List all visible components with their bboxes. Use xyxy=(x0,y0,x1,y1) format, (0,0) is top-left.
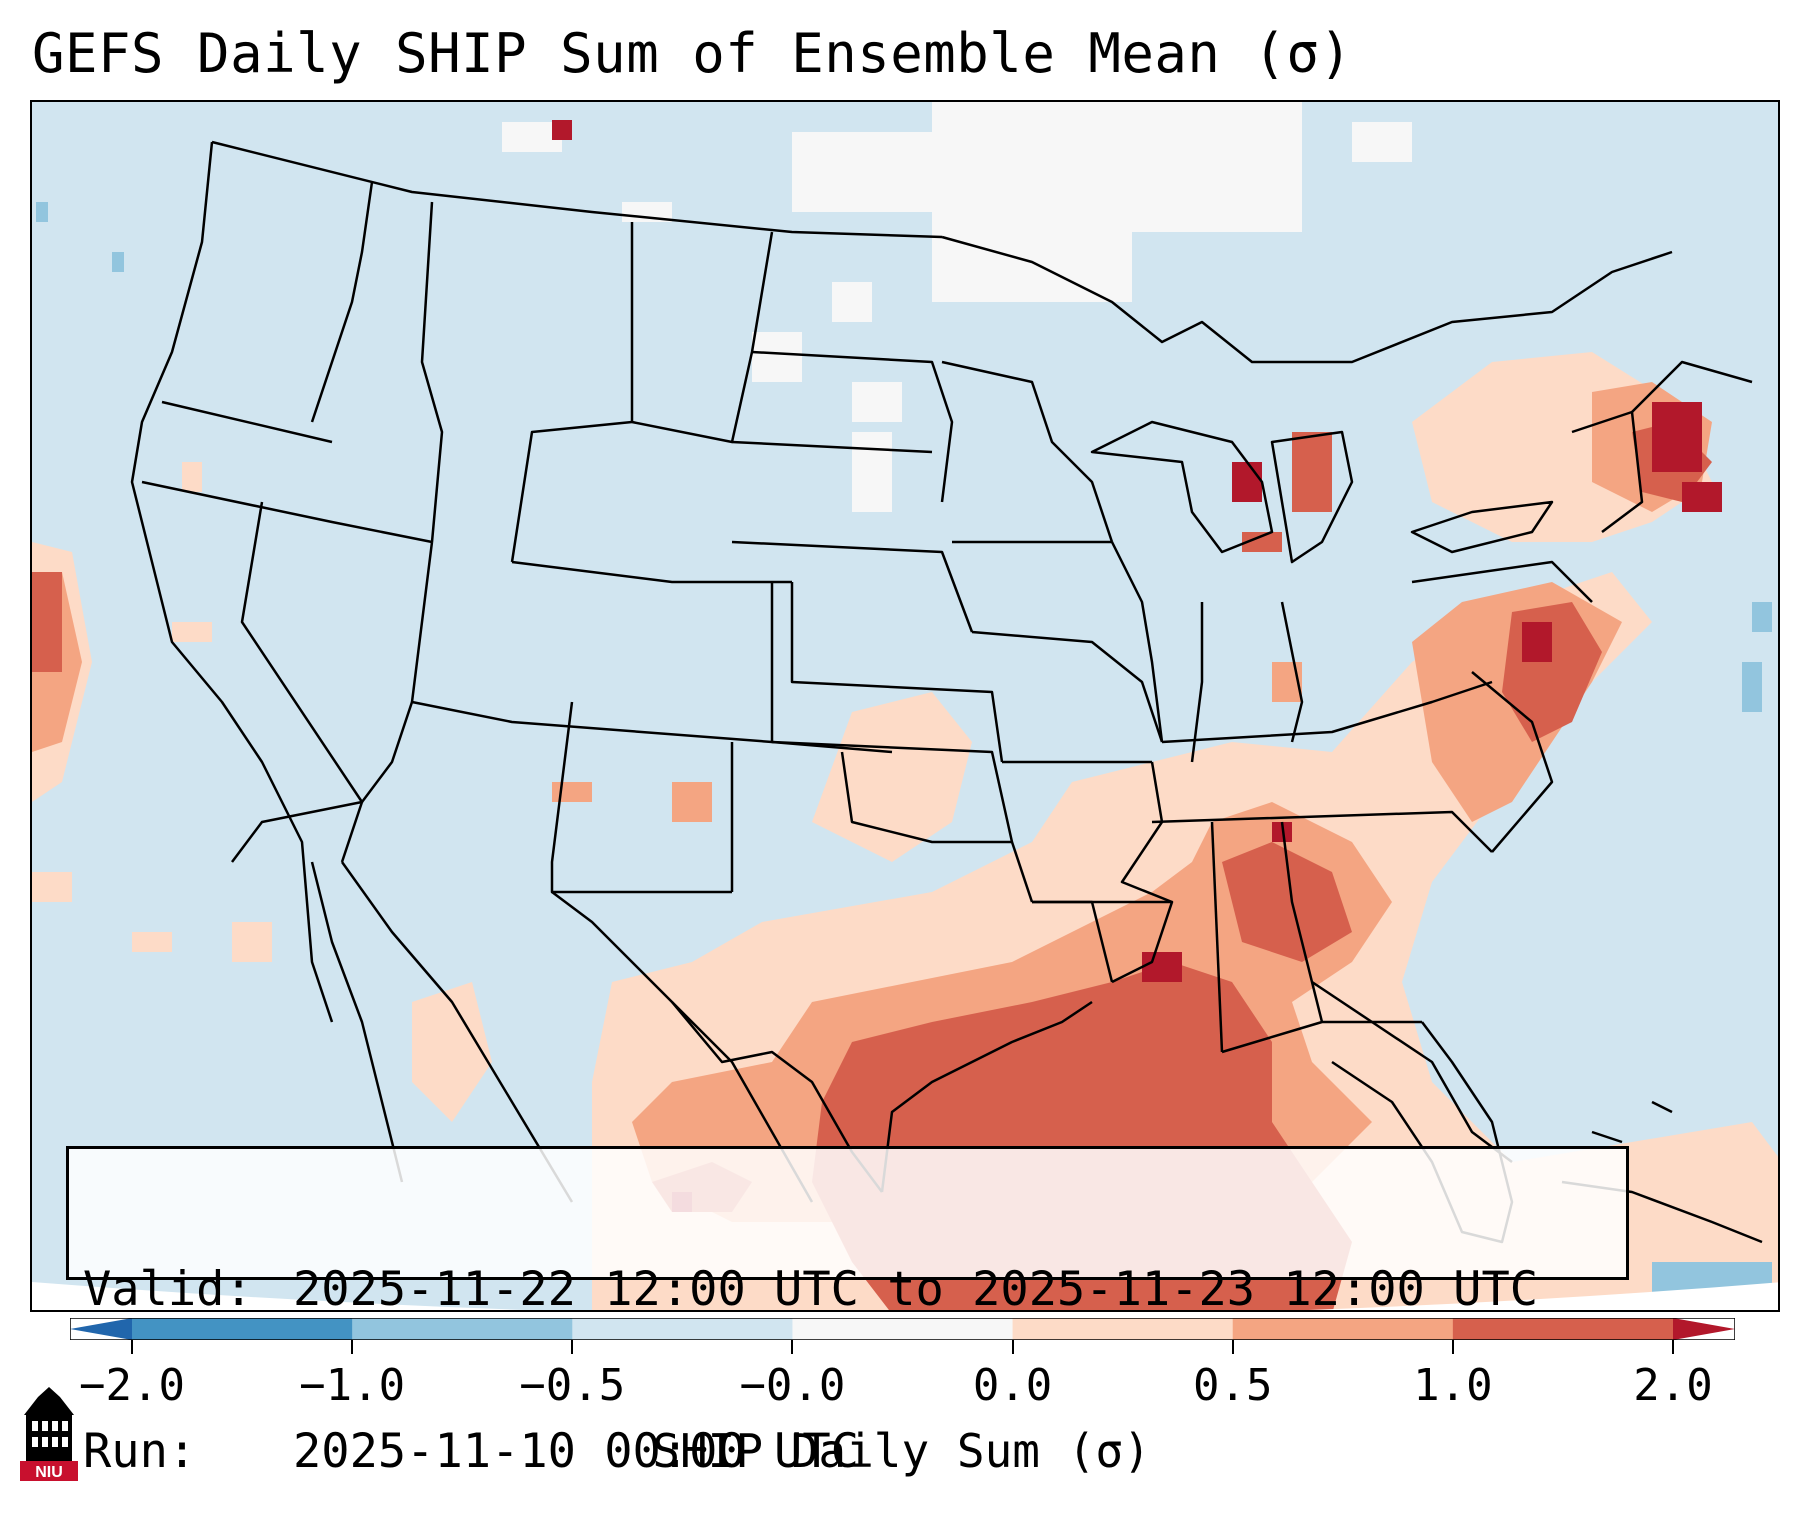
colorbar-tick-label: 0.5 xyxy=(1192,1360,1273,1411)
run-value: 2025-11-10 00:00 UTC xyxy=(293,1424,859,1479)
colorbar-tick-label: 2.0 xyxy=(1633,1360,1713,1411)
colorbar-segment xyxy=(352,1318,573,1340)
colorbar-segment xyxy=(1012,1318,1234,1340)
colorbar-tick xyxy=(1011,1340,1014,1354)
colorbar-tick-label: −1.0 xyxy=(299,1360,406,1411)
colorbar-extend-low xyxy=(70,1318,132,1340)
colorbar-segment xyxy=(572,1318,793,1340)
ship-anomaly-map xyxy=(32,102,1778,1310)
valid-value: 2025-11-22 12:00 UTC to 2025-11-23 12:00… xyxy=(293,1262,1539,1317)
colorbar-tick-label: −2.0 xyxy=(79,1360,185,1411)
colorbar-extend-high xyxy=(1673,1318,1735,1340)
colorbar-title: SHIP Daily Sum (σ) xyxy=(652,1424,1151,1478)
run-label: Run: xyxy=(83,1424,197,1479)
colorbar-tick-label: −0.0 xyxy=(739,1360,846,1411)
colorbar-segment xyxy=(1452,1318,1674,1340)
colorbar-tick xyxy=(1231,1340,1234,1354)
logo-text: NIU xyxy=(35,1464,63,1481)
colorbar-tick xyxy=(1451,1340,1454,1354)
colorbar-segment xyxy=(792,1318,1014,1340)
colorbar-segment xyxy=(1232,1318,1454,1340)
niu-logo-icon: NIU xyxy=(20,1387,78,1481)
map-panel xyxy=(30,100,1780,1312)
colorbar xyxy=(70,1318,1735,1340)
map-title: GEFS Daily SHIP Sum of Ensemble Mean (σ) xyxy=(32,22,1353,85)
valid-run-info: Valid: 2025-11-22 12:00 UTC to 2025-11-23… xyxy=(66,1146,1629,1479)
colorbar-tick-label: 1.0 xyxy=(1413,1360,1493,1411)
colorbar-segment xyxy=(132,1318,353,1340)
colorbar-tick-label: 0.0 xyxy=(972,1360,1053,1411)
colorbar-tick xyxy=(1672,1340,1674,1354)
valid-label: Valid: xyxy=(83,1262,253,1317)
colorbar-tick xyxy=(791,1340,794,1354)
colorbar-tick-label: −0.5 xyxy=(519,1360,626,1411)
colorbar-tick xyxy=(131,1340,133,1354)
colorbar-tick xyxy=(351,1340,354,1354)
projection-edge xyxy=(32,1282,1778,1310)
colorbar-tick xyxy=(571,1340,574,1354)
